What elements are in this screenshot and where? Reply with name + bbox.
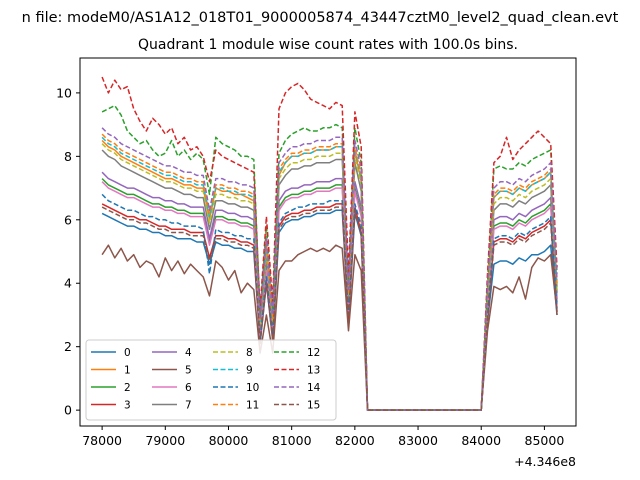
legend-label-13: 13 — [307, 365, 320, 377]
legend-label-6: 6 — [185, 382, 192, 394]
x-tick-label: 80000 — [209, 433, 249, 448]
legend-label-7: 7 — [185, 400, 192, 412]
legend-label-4: 4 — [185, 347, 192, 359]
x-tick-label: 81000 — [272, 433, 312, 448]
x-tick-label: 85000 — [525, 433, 565, 448]
series-layer — [101, 76, 558, 411]
legend-box — [85, 339, 337, 421]
x-axis: 78000 79000 80000 81000 82000 83000 84000 85000 — [82, 426, 564, 448]
legend-label-1: 1 — [124, 365, 131, 377]
chart-title: Quadrant 1 module wise count rates with … — [138, 37, 518, 53]
x-axis-offset-label: +4.346e8 — [514, 454, 576, 469]
legend-label-9: 9 — [246, 365, 253, 377]
y-tick-label: 10 — [56, 85, 72, 100]
y-tick-label: 6 — [64, 212, 72, 227]
figure-suptitle: n file: modeM0/AS1A12_018T01_9000005874_… — [22, 10, 619, 26]
plot-frame — [79, 57, 577, 427]
series-line-11 — [101, 133, 558, 411]
y-tick-label: 2 — [64, 339, 72, 354]
y-axis: 0 2 4 6 8 10 — [56, 85, 80, 418]
x-tick-label: 79000 — [145, 433, 185, 448]
legend-label-14: 14 — [307, 382, 321, 394]
legend-label-2: 2 — [124, 382, 131, 394]
legend-label-8: 8 — [246, 347, 253, 359]
x-tick-label: 83000 — [398, 433, 438, 448]
legend-label-11: 11 — [246, 400, 259, 412]
legend-label-10: 10 — [246, 382, 259, 394]
x-tick-label: 82000 — [335, 433, 375, 448]
legend-label-15: 15 — [307, 400, 320, 412]
series-line-8 — [101, 143, 558, 411]
y-tick-label: 0 — [64, 403, 72, 418]
legend-label-3: 3 — [124, 400, 131, 412]
legend-label-0: 0 — [124, 347, 131, 359]
y-tick-label: 8 — [64, 149, 72, 164]
y-tick-label: 4 — [64, 276, 72, 291]
series-line-15 — [101, 206, 558, 411]
x-tick-label: 84000 — [461, 433, 501, 448]
legend-label-5: 5 — [185, 365, 192, 377]
series-line-10 — [101, 193, 558, 411]
x-tick-label: 78000 — [82, 433, 122, 448]
legend-label-12: 12 — [307, 347, 320, 359]
